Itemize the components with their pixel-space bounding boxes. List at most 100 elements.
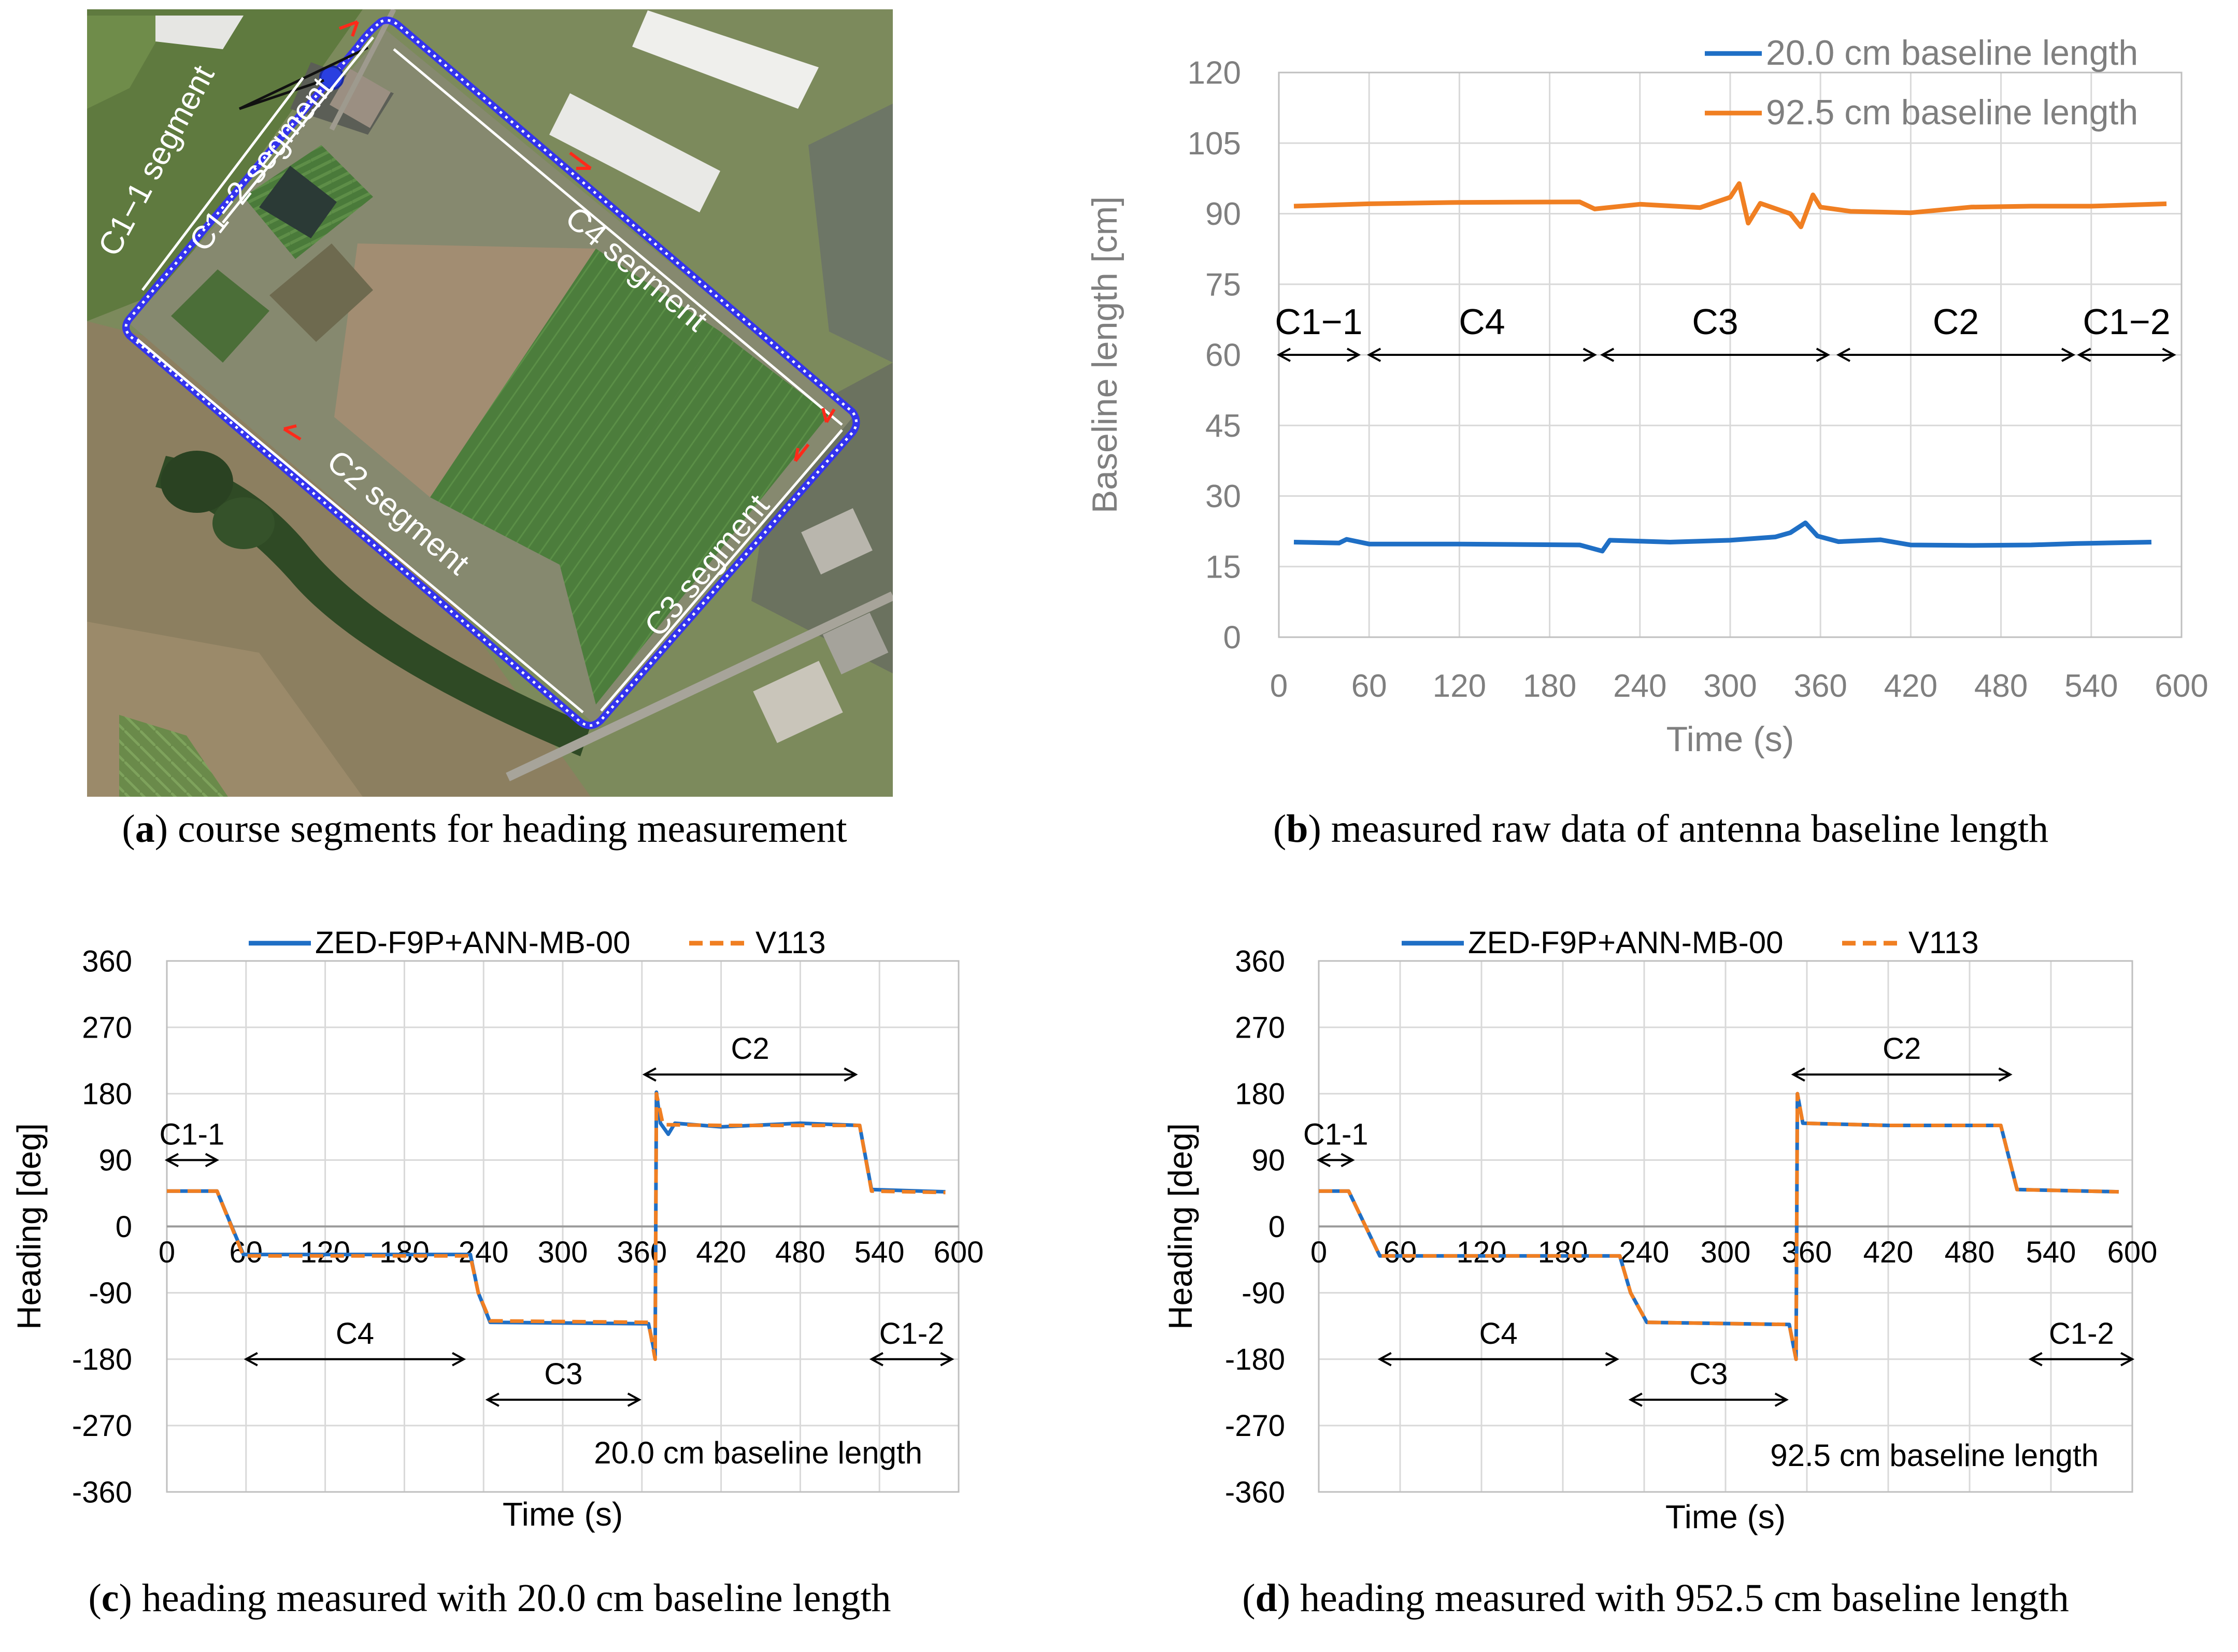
segment-label: C4 (1459, 301, 1505, 342)
series-line-0 (1293, 520, 2151, 554)
x-axis-title: Time (s) (503, 1496, 623, 1533)
y-tick-label: 270 (1235, 1011, 1285, 1044)
segment-arrowhead-left (2077, 348, 2091, 362)
caption-b: (b) measured raw data of antenna baselin… (1273, 807, 2048, 851)
segment-arrowhead-right (1816, 348, 1830, 362)
y-tick-label: -180 (72, 1343, 132, 1376)
x-tick-label: 420 (1863, 1236, 1914, 1269)
segment-arrowhead-left (1316, 1153, 1331, 1168)
x-tick-label: 180 (1523, 668, 1576, 704)
segment-label: C1-2 (2049, 1317, 2114, 1351)
y-tick-label: 45 (1205, 408, 1241, 444)
legend-label-1: V113 (755, 925, 826, 960)
segment-arrowhead-left (2028, 1352, 2043, 1367)
segment-arrowhead-left (1377, 1352, 1392, 1367)
map-greenhouse-top (632, 10, 819, 109)
segment-arrowhead-left (1836, 348, 1850, 362)
x-tick-label: 60 (1384, 1236, 1417, 1269)
x-tick-label: 0 (1270, 668, 1288, 704)
y-tick-label: 0 (116, 1210, 132, 1244)
map-farmland-nw (87, 9, 363, 321)
x-tick-label: 420 (696, 1236, 746, 1269)
segment-arrowhead-right (205, 1153, 219, 1168)
series-line-1 (1293, 181, 2167, 229)
series-line-1 (167, 1091, 946, 1361)
y-tick-label: 360 (1235, 944, 1285, 978)
chart-heading-20cm: 360 270 180 90 0 -90 -180 -270 -360 0 60 120 180 240 3… (10, 925, 983, 1533)
legend-label-1: 92.5 cm baseline length (1766, 93, 2138, 132)
segment-arrowhead-right (844, 1067, 858, 1082)
segment-arrowhead-left (869, 1352, 883, 1367)
x-tick-label: 300 (538, 1236, 588, 1269)
segment-label: C1−2 (2083, 301, 2170, 342)
x-tick-label: 180 (1538, 1236, 1588, 1269)
segment-arrowhead-right (452, 1352, 466, 1367)
x-tick-label: 480 (775, 1236, 825, 1269)
map-crop-field-1 (430, 249, 720, 565)
segment-arrowhead-right (1583, 348, 1597, 362)
x-tick-label: 120 (1433, 668, 1486, 704)
series-line-0 (167, 1090, 946, 1358)
c1-2-dimension (141, 77, 304, 291)
segment-arrowhead-left (1367, 348, 1381, 362)
segment-arrowhead-right (1605, 1352, 1619, 1367)
legend-label-0: 20.0 cm baseline length (1766, 33, 2138, 73)
chart-heading-92cm: 360 270 180 90 0 -90 -180 -270 -360 0 60 120 180 240 3… (1162, 925, 2157, 1535)
map-greenhouse-mid (549, 93, 720, 212)
caption-c: (c) heading measured with 20.0 cm baseli… (88, 1576, 891, 1620)
segment-label: C1-2 (879, 1317, 945, 1351)
segment-label: C3 (1689, 1357, 1728, 1391)
y-tick-label: -360 (1225, 1475, 1285, 1509)
x-tick-label: 240 (1619, 1236, 1670, 1269)
x-tick-label: 240 (1613, 668, 1666, 704)
segment-label: C3 (544, 1357, 582, 1391)
x-tick-label: 180 (379, 1236, 430, 1269)
chart-baseline-length: 0 15 30 45 60 75 90 105 120 0 60 120 180 240 300 360 420… (1085, 33, 2208, 759)
c2-dimension (136, 338, 584, 713)
c4-dimension (393, 48, 843, 426)
segment-arrowhead-left (642, 1067, 657, 1082)
map-crop-field-2 (560, 332, 829, 705)
caption-d: (d) heading measured with 952.5 cm basel… (1242, 1576, 2069, 1620)
segment-arrowhead-right (2162, 348, 2176, 362)
segment-label: C2 (1883, 1032, 1921, 1066)
y-tick-label: 120 (1188, 55, 1241, 91)
y-tick-label: 90 (98, 1144, 132, 1177)
y-tick-label: -90 (1242, 1276, 1285, 1310)
y-tick-label: 60 (1205, 338, 1241, 374)
y-tick-label: 0 (1223, 620, 1241, 656)
segment-label: C1−1 (1275, 301, 1362, 342)
segment-arrowhead-right (2061, 348, 2076, 362)
legend-label-0: ZED-F9P+ANN-MB-00 (315, 925, 630, 960)
x-axis-title: Time (s) (1665, 1498, 1786, 1535)
map-plowed-field (334, 243, 596, 497)
segment-label: C1-1 (160, 1117, 225, 1151)
x-tick-label: 360 (1782, 1236, 1832, 1269)
segment-arrowhead-right (1346, 348, 1361, 362)
y-axis-title: Baseline length [cm] (1085, 196, 1124, 513)
x-tick-label: 600 (934, 1236, 984, 1269)
segment-arrowhead-left (244, 1352, 258, 1367)
y-tick-label: 0 (1268, 1210, 1285, 1244)
x-tick-label: 540 (2026, 1236, 2076, 1269)
panel-a-aerial-map: C1−1 segment C1−2 segment C4 segment C2 … (87, 9, 893, 797)
c3-dimension (600, 429, 843, 712)
y-tick-label: 15 (1205, 549, 1241, 585)
segment-label: C2 (731, 1032, 769, 1066)
segment-label: C3 (1692, 301, 1738, 342)
segment-arrowhead-right (1774, 1392, 1789, 1407)
y-tick-label: 360 (82, 944, 132, 978)
y-tick-label: 75 (1205, 267, 1241, 303)
x-tick-label: 300 (1701, 1236, 1751, 1269)
y-tick-label: -90 (89, 1276, 132, 1310)
y-tick-label: 270 (82, 1011, 132, 1044)
c1-1-dimension (222, 36, 374, 224)
segment-label: C1-1 (1303, 1117, 1369, 1151)
x-tick-label: 60 (230, 1236, 263, 1269)
segment-arrowhead-left (1628, 1392, 1643, 1407)
segment-arrowhead-left (164, 1153, 179, 1168)
segment-arrowhead-left (1791, 1067, 1805, 1082)
y-axis-title: Heading [deg] (1162, 1123, 1199, 1330)
y-tick-label: 90 (1251, 1144, 1285, 1177)
x-tick-label: 240 (459, 1236, 509, 1269)
